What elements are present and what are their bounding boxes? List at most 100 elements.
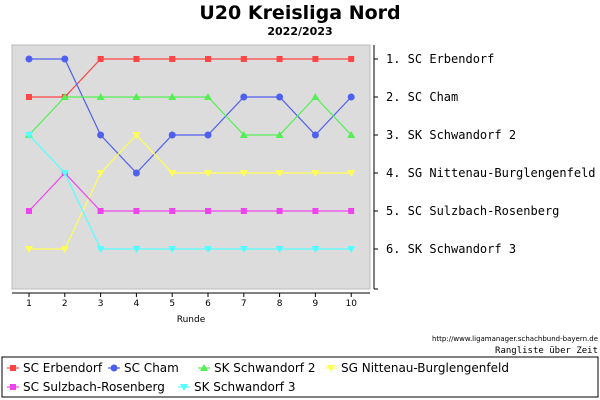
- rank-label: 3. SK Schwandorf 2: [386, 128, 516, 142]
- data-point: [25, 132, 33, 139]
- data-point: [240, 56, 247, 62]
- data-point: [240, 93, 248, 101]
- data-point: [311, 93, 320, 100]
- plot-area: [11, 44, 371, 290]
- legend-label: SC Sulzbach-Rosenberg: [23, 380, 165, 394]
- chart-subtitle: 2022/2023: [267, 25, 332, 38]
- data-point: [205, 56, 211, 62]
- data-point: [311, 246, 320, 253]
- data-point: [275, 170, 284, 177]
- data-point: [276, 93, 284, 101]
- series-sk-schwandorf-2: [25, 93, 356, 138]
- legend-marker: [200, 364, 208, 371]
- data-point: [25, 246, 33, 253]
- rank-labels: 1. SC Erbendorf 2. SC Cham 3. SK Schwandor…: [386, 52, 596, 256]
- data-point: [96, 93, 105, 100]
- data-point: [311, 170, 320, 177]
- data-point: [96, 246, 105, 253]
- series-layer: [25, 55, 356, 253]
- series-line: [28, 134, 352, 250]
- x-axis: 1 2 3 4 5 6 7 8 9 10: [12, 292, 370, 309]
- legend-marker: [180, 384, 188, 391]
- legend-marker: [10, 384, 16, 390]
- series-sc-erbendorf: [26, 56, 355, 100]
- data-point: [168, 170, 177, 177]
- data-point: [312, 208, 319, 214]
- data-point: [60, 93, 69, 100]
- chart-caption: Rangliste über Zeit: [495, 346, 598, 356]
- data-point: [97, 131, 105, 139]
- data-point: [347, 93, 355, 101]
- legend-item: SC Cham: [108, 361, 179, 375]
- data-point: [276, 56, 283, 62]
- data-point: [239, 131, 248, 138]
- series-line: [28, 172, 352, 212]
- data-point: [26, 208, 32, 214]
- data-point: [275, 131, 284, 138]
- legend-label: SC Cham: [124, 361, 179, 375]
- data-point: [276, 208, 283, 214]
- legend-label: SC Erbendorf: [23, 361, 103, 375]
- data-point: [26, 94, 32, 100]
- data-point: [97, 208, 104, 214]
- data-point: [204, 170, 212, 177]
- right-axis: [373, 45, 378, 290]
- data-point: [275, 246, 284, 253]
- legend-box: [1, 356, 599, 398]
- rank-label: 5. SC Sulzbach-Rosenberg: [386, 204, 559, 218]
- x-tick-label: 2: [62, 299, 68, 309]
- data-point: [132, 246, 141, 253]
- data-point: [97, 56, 104, 62]
- legend-label: SG Nittenau-Burglengenfeld: [341, 361, 509, 375]
- data-point: [96, 170, 105, 177]
- legend-item: SK Schwandorf 2: [198, 361, 315, 375]
- legend: SC Erbendorf SC Cham SK Schwandorf 2 SG Nit…: [7, 361, 509, 394]
- data-point: [169, 56, 176, 62]
- series-line: [29, 58, 352, 98]
- series-line: [28, 96, 352, 136]
- x-tick-label: 7: [241, 299, 247, 309]
- x-tick-label: 5: [169, 299, 175, 309]
- legend-item: SC Erbendorf: [7, 361, 103, 375]
- data-point: [347, 170, 356, 177]
- data-point: [168, 131, 176, 139]
- data-point: [133, 56, 140, 62]
- data-point: [348, 208, 355, 214]
- data-point: [60, 246, 69, 253]
- data-point: [132, 132, 141, 139]
- rank-label: 4. SG Nittenau-Burglengenfeld: [386, 166, 596, 180]
- x-tick-label: 4: [134, 299, 140, 309]
- legend-item: SG Nittenau-Burglengenfeld: [325, 361, 509, 375]
- data-point: [169, 208, 176, 214]
- data-point: [205, 208, 211, 214]
- data-point: [348, 56, 355, 62]
- x-tick-label: 6: [205, 299, 211, 309]
- chart-title: U20 Kreisliga Nord: [199, 2, 400, 24]
- data-point: [204, 246, 212, 253]
- legend-label: SK Schwandorf 2: [214, 361, 315, 375]
- series-sk-schwandorf-3: [25, 132, 356, 253]
- data-point: [60, 170, 69, 177]
- x-axis-label: Runde: [177, 315, 206, 325]
- legend-marker: [110, 364, 118, 372]
- data-point: [25, 55, 33, 63]
- legend-item: SC Sulzbach-Rosenberg: [7, 380, 165, 394]
- data-point: [204, 93, 212, 100]
- legend-marker: [327, 365, 335, 372]
- data-point: [311, 131, 319, 139]
- legend-label: SK Schwandorf 3: [194, 380, 295, 394]
- data-point: [347, 246, 356, 253]
- data-point: [312, 56, 319, 62]
- rank-label: 1. SC Erbendorf: [386, 52, 494, 66]
- legend-item: SK Schwandorf 3: [178, 380, 295, 394]
- rank-label: 2. SC Cham: [386, 90, 458, 104]
- x-tick-label: 3: [98, 299, 104, 309]
- source-url: http://www.ligamanager.schachbund-bayern…: [432, 335, 598, 343]
- data-point: [239, 246, 248, 253]
- x-tick-label: 1: [26, 299, 32, 309]
- data-point: [239, 170, 248, 177]
- data-point: [347, 131, 356, 138]
- data-point: [168, 93, 177, 100]
- data-point: [61, 55, 69, 63]
